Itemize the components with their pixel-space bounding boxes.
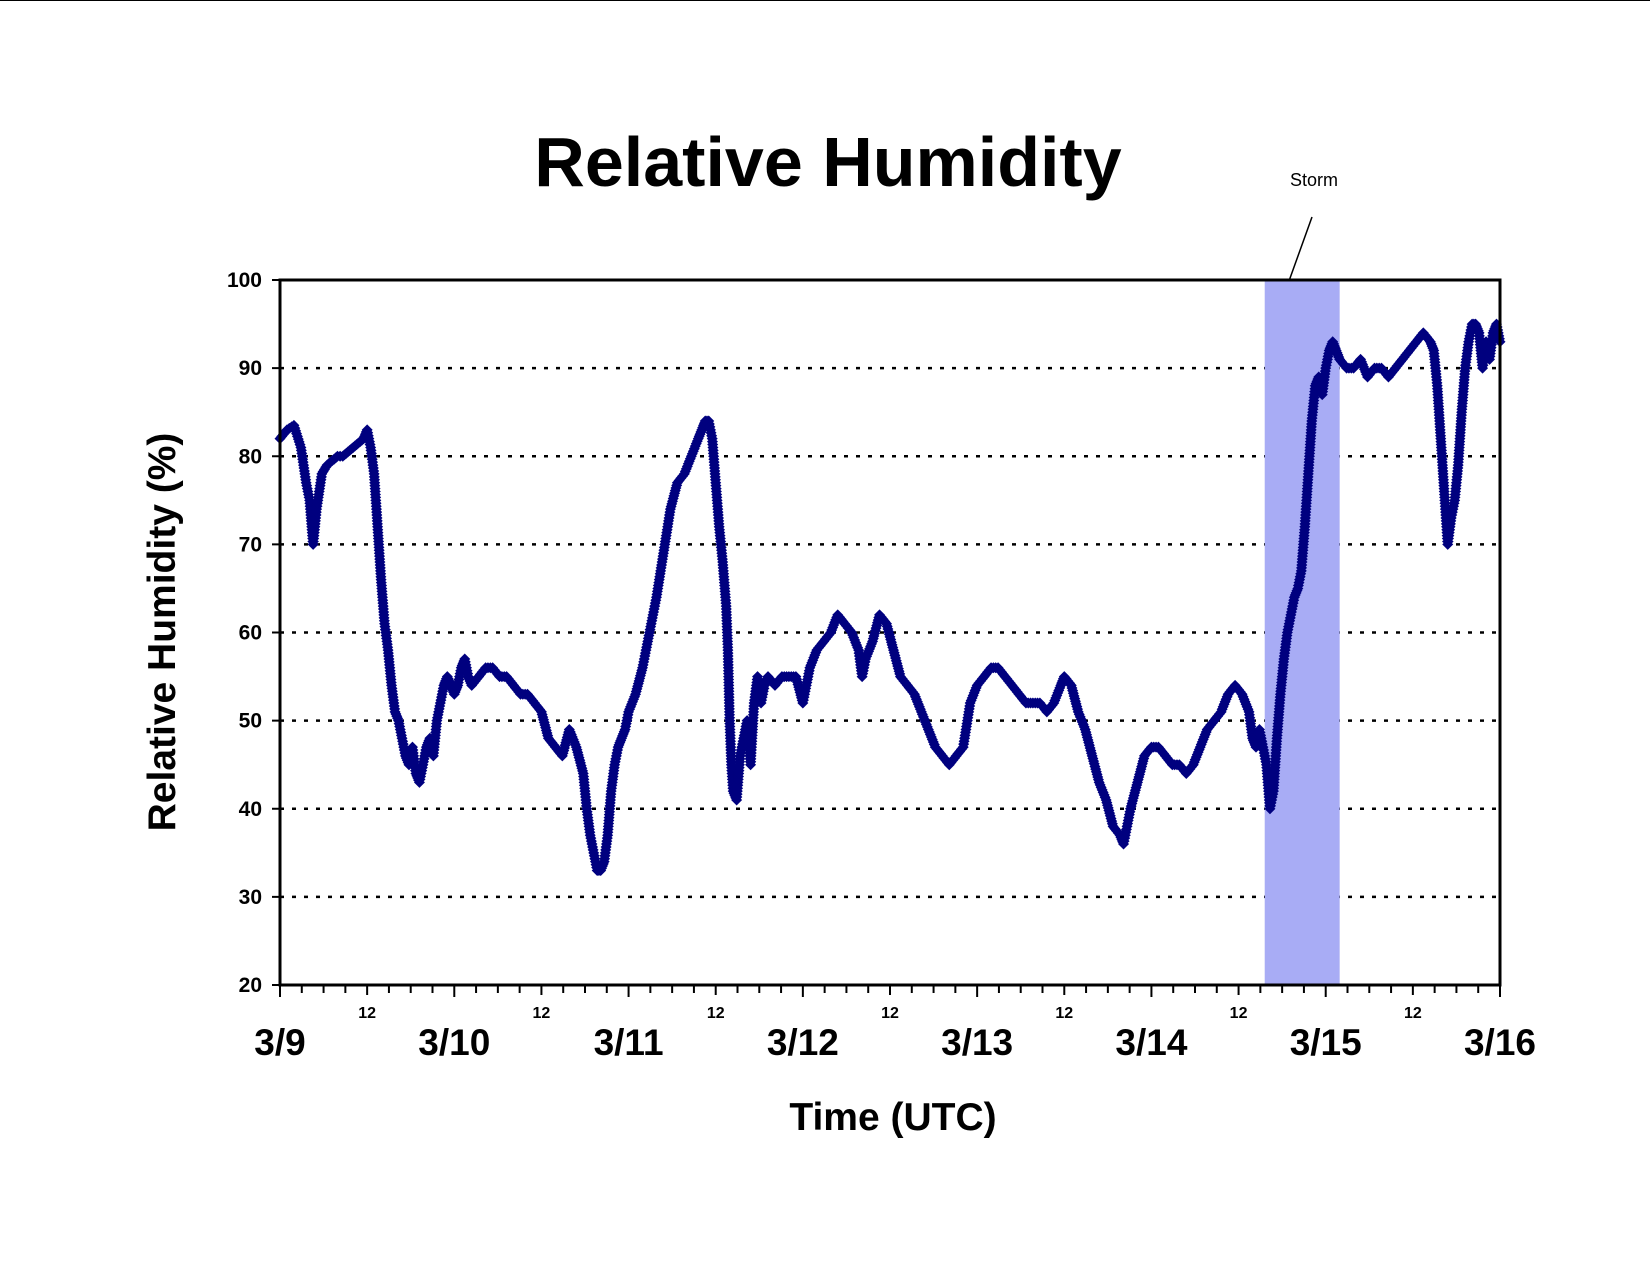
ytick-label-60: 60 [239,622,262,645]
storm-annotation-label: Storm [1290,170,1338,190]
date-tick-label-3-14: 3/14 [1115,1022,1187,1063]
date-tick-label-3-13: 3/13 [941,1022,1013,1063]
date-tick-label-3-15: 3/15 [1290,1022,1362,1063]
y-axis-ticks: 20 30 40 50 60 70 80 90 100 [227,269,280,997]
noon-tick-label: 12 [533,1005,551,1022]
noon-tick-label: 12 [1404,1005,1422,1022]
ytick-label-80: 80 [239,445,262,468]
x-axis-label: Time (UTC) [789,1096,996,1139]
date-tick-label-3-9: 3/9 [254,1022,305,1063]
date-tick-label-3-11: 3/11 [594,1022,664,1063]
noon-tick-label: 12 [358,1005,376,1022]
date-tick-label-3-16: 3/16 [1464,1022,1536,1063]
date-tick-label-3-10: 3/10 [418,1022,490,1063]
ytick-label-100: 100 [227,269,262,292]
y-axis-label: Relative Humidity (%) [141,433,184,832]
chart-title: Relative Humidity [534,123,1121,201]
top-border-line [0,0,1650,1]
ytick-label-30: 30 [239,886,262,909]
noon-tick-label: 12 [1055,1005,1073,1022]
ytick-label-90: 90 [239,357,262,380]
noon-tick-label: 12 [1230,1005,1248,1022]
noon-tick-label: 12 [707,1005,725,1022]
ytick-label-20: 20 [239,974,262,997]
storm-annotation-leader [1289,216,1313,280]
ytick-label-50: 50 [239,710,262,733]
data-points [274,318,1506,876]
storm-shaded-band [1264,280,1340,985]
x-axis-ticks: 3/9 12 3/10 12 3/11 12 3/12 12 3/13 12 3/14 12 3/15 1… [254,985,1536,1063]
ytick-label-40: 40 [239,798,262,821]
ytick-label-70: 70 [239,533,262,556]
noon-tick-label: 12 [881,1005,899,1022]
date-tick-label-3-12: 3/12 [767,1022,839,1063]
